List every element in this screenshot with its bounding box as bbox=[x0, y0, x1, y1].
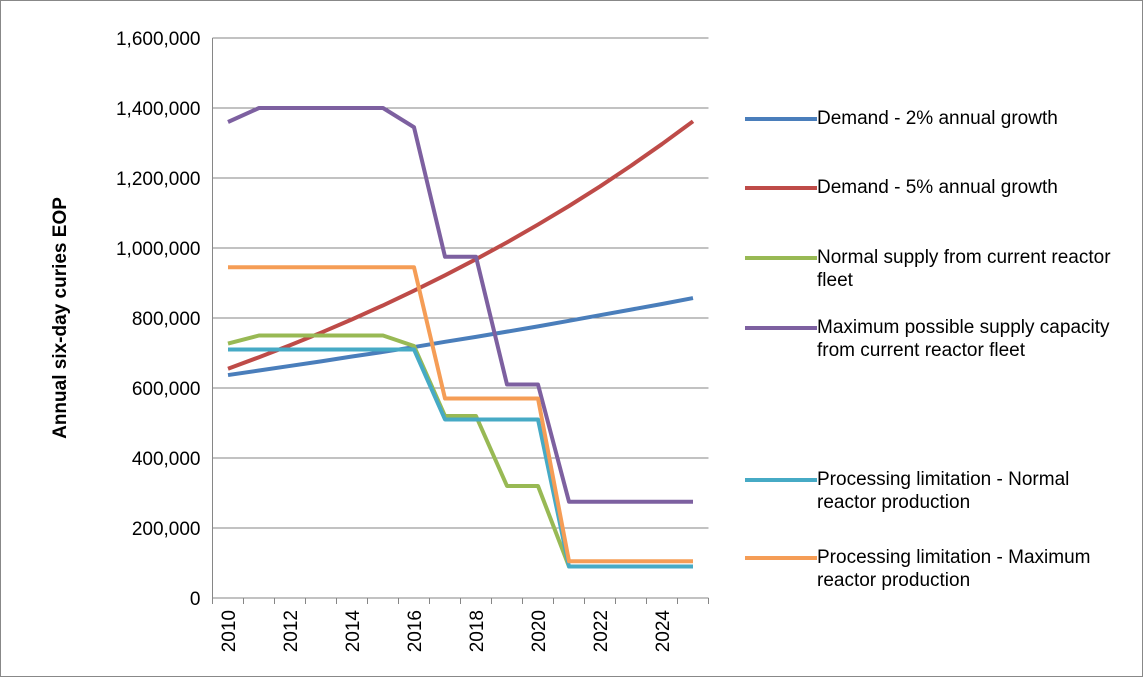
x-tick-label: 2012 bbox=[281, 610, 302, 652]
legend-item: Processing limitation - Normal reactor p… bbox=[745, 468, 1135, 514]
series-line bbox=[228, 265, 693, 564]
series-line bbox=[227, 119, 695, 371]
y-tick-label: 200,000 bbox=[132, 519, 201, 540]
legend-item: Demand - 2% annual growth bbox=[745, 107, 1135, 130]
legend-item: Maximum possible supply capacity from cu… bbox=[745, 316, 1135, 362]
x-tick-label: 2014 bbox=[343, 610, 364, 653]
legend-label: Demand - 2% annual growth bbox=[817, 108, 1058, 129]
legend-swatch bbox=[745, 326, 817, 330]
y-tick-label: 1,400,000 bbox=[116, 99, 201, 120]
x-tick-label: 2010 bbox=[219, 610, 240, 652]
x-tick-label: 2020 bbox=[529, 610, 550, 652]
legend-label: Maximum possible supply capacity from cu… bbox=[817, 317, 1110, 361]
y-axis-title: Annual six-day curies EOP bbox=[50, 197, 71, 439]
series-line bbox=[228, 347, 693, 569]
legend-swatch bbox=[745, 556, 817, 560]
y-tick-label: 1,000,000 bbox=[116, 239, 201, 260]
y-tick-label: 600,000 bbox=[132, 379, 201, 400]
legend-swatch bbox=[745, 186, 817, 190]
y-tick-label: 800,000 bbox=[132, 309, 201, 330]
y-tick-label: 1,200,000 bbox=[116, 169, 201, 190]
legend-swatch bbox=[745, 256, 817, 260]
series-line bbox=[227, 106, 693, 504]
legend-label: Normal supply from current reactor fleet bbox=[817, 247, 1111, 291]
series-line bbox=[227, 296, 694, 378]
x-tick-label: 2024 bbox=[653, 610, 674, 653]
legend-swatch bbox=[745, 117, 817, 121]
legend-label: Demand - 5% annual growth bbox=[817, 177, 1058, 198]
y-tick-label: 1,600,000 bbox=[116, 29, 201, 50]
legend-label: Processing limitation - Maximum reactor … bbox=[817, 547, 1091, 591]
x-tick-label: 2022 bbox=[591, 610, 612, 652]
y-tick-label: 400,000 bbox=[132, 449, 201, 470]
y-tick-label: 0 bbox=[190, 589, 201, 610]
x-tick-label: 2018 bbox=[467, 610, 488, 652]
x-tick-label: 2016 bbox=[405, 610, 426, 652]
legend-item: Demand - 5% annual growth bbox=[745, 176, 1135, 199]
legend-item: Processing limitation - Maximum reactor … bbox=[745, 546, 1135, 592]
legend-swatch bbox=[745, 478, 817, 482]
legend-item: Normal supply from current reactor fleet bbox=[745, 246, 1135, 292]
legend-label: Processing limitation - Normal reactor p… bbox=[817, 469, 1070, 513]
